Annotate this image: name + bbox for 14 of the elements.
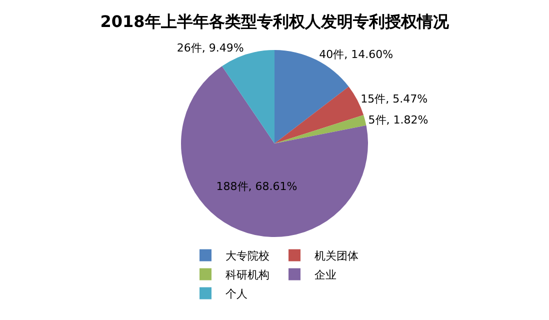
data-label: 5件, 1.82%: [368, 113, 428, 126]
legend-label: 大专院校: [226, 250, 270, 263]
legend-label: 机关团体: [314, 250, 358, 263]
data-label: 188件, 68.61%: [216, 180, 298, 194]
pie-slice: [222, 50, 274, 144]
pie-slice: [274, 115, 366, 144]
data-label: 15件, 5.47%: [360, 92, 428, 106]
legend-label: 科研机构: [226, 268, 270, 282]
data-label: 26件, 9.49%: [176, 42, 244, 55]
data-label: 40件, 14.60%: [319, 48, 394, 61]
legend-label: 个人: [226, 288, 248, 301]
legend-label: 企业: [314, 268, 336, 282]
chart-title: 2018年上半年各类型专利权人发明专利授权情况: [100, 12, 450, 32]
pie-slice: [274, 50, 349, 144]
